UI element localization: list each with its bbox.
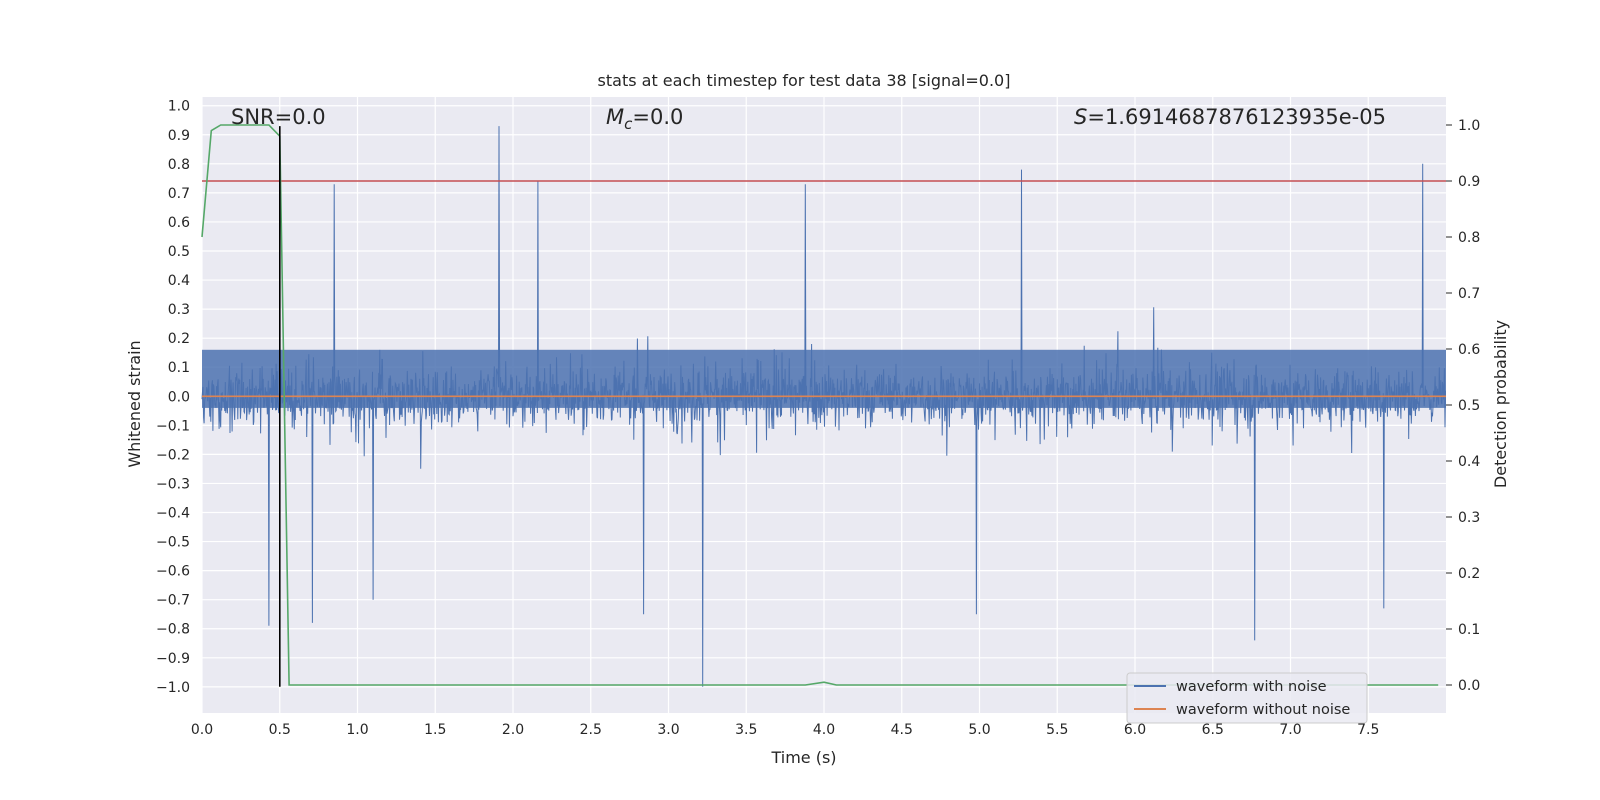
x-tick-label: 5.5 bbox=[1046, 722, 1068, 738]
y-axis-right: 1.0 0.9 0.8 0.7 0.6 0.5 0.4 0.3 0.2 0.1 0.0 bbox=[1446, 118, 1480, 694]
annotation-s: S=1.6914687876123935e-05 bbox=[1074, 105, 1386, 129]
y2-tick-label: 0.3 bbox=[1458, 510, 1480, 526]
x-tick-label: 6.0 bbox=[1124, 722, 1146, 738]
x-axis-label: Time (s) bbox=[770, 748, 836, 767]
x-tick-label: 3.5 bbox=[735, 722, 757, 738]
y-tick-label: 0.0 bbox=[168, 389, 190, 405]
y-tick-label: −0.3 bbox=[156, 476, 190, 492]
y2-axis-label: Detection probability bbox=[1491, 320, 1510, 488]
x-tick-label: 1.0 bbox=[346, 722, 368, 738]
y-tick-label: 1.0 bbox=[168, 99, 190, 115]
y-tick-label: −0.1 bbox=[156, 418, 190, 434]
y2-tick-label: 0.6 bbox=[1458, 342, 1480, 358]
annotation-chirp-mass: Mc=0.0 bbox=[606, 105, 683, 133]
y2-tick-label: 0.8 bbox=[1458, 230, 1480, 246]
y2-tick-label: 0.5 bbox=[1458, 398, 1480, 414]
y-tick-label: 0.6 bbox=[168, 215, 190, 231]
y-tick-label: −1.0 bbox=[156, 680, 190, 696]
y-tick-label: −0.9 bbox=[156, 651, 190, 667]
x-tick-label: 2.0 bbox=[502, 722, 524, 738]
waveform-noise-core bbox=[202, 349, 1446, 408]
y2-tick-label: 1.0 bbox=[1458, 118, 1480, 134]
x-tick-label: 4.5 bbox=[891, 722, 913, 738]
y-axis-label: Whitened strain bbox=[125, 340, 144, 467]
y-tick-label: −0.5 bbox=[156, 535, 190, 551]
chart-title: stats at each timestep for test data 38 … bbox=[598, 71, 1011, 90]
y2-tick-label: 0.4 bbox=[1458, 454, 1480, 470]
x-axis: 0.0 0.5 1.0 1.5 2.0 2.5 3.0 3.5 4.0 4.5 5.0 5.5 6.0 6… bbox=[191, 722, 1380, 738]
y-tick-label: 0.1 bbox=[168, 360, 190, 376]
y-tick-label: −0.7 bbox=[156, 593, 190, 609]
detection-probability-line bbox=[201, 124, 1439, 686]
y-tick-label: 0.2 bbox=[168, 331, 190, 347]
y-tick-label: 0.4 bbox=[168, 273, 190, 289]
y-tick-label: 0.5 bbox=[168, 244, 190, 260]
legend-label-clean: waveform without noise bbox=[1176, 702, 1350, 718]
x-tick-label: 7.5 bbox=[1357, 722, 1379, 738]
annotation-snr: SNR=0.0 bbox=[231, 105, 326, 129]
y-tick-label: 0.7 bbox=[168, 186, 190, 202]
legend: waveform with noise waveform without noi… bbox=[1126, 672, 1368, 724]
overlay-lines bbox=[201, 124, 1446, 687]
series-waveform-with-noise bbox=[201, 126, 1446, 687]
x-tick-label: 3.0 bbox=[657, 722, 679, 738]
y2-tick-label: 0.7 bbox=[1458, 286, 1480, 302]
x-tick-label: 6.5 bbox=[1202, 722, 1224, 738]
y-tick-label: 0.9 bbox=[168, 128, 190, 144]
x-tick-label: 1.5 bbox=[424, 722, 446, 738]
legend-label-noise: waveform with noise bbox=[1176, 679, 1327, 695]
y-axis-left: 1.0 0.9 0.8 0.7 0.6 0.5 0.4 0.3 0.2 0.1 0.0 −0.1 −0.… bbox=[156, 99, 190, 696]
x-tick-label: 7.0 bbox=[1279, 722, 1301, 738]
y-tick-label: −0.8 bbox=[156, 622, 190, 638]
y2-tick-label: 0.1 bbox=[1458, 622, 1480, 638]
y2-tick-label: 0.9 bbox=[1458, 174, 1480, 190]
x-tick-label: 0.5 bbox=[269, 722, 291, 738]
y-tick-label: −0.4 bbox=[156, 506, 190, 522]
y2-tick-label: 0.0 bbox=[1458, 678, 1480, 694]
y2-tick-label: 0.2 bbox=[1458, 566, 1480, 582]
legend-box bbox=[1126, 672, 1368, 724]
y-tick-label: −0.6 bbox=[156, 564, 190, 580]
y-tick-label: 0.8 bbox=[168, 157, 190, 173]
y-tick-label: 0.3 bbox=[168, 302, 190, 318]
x-tick-label: 4.0 bbox=[813, 722, 835, 738]
x-tick-label: 0.0 bbox=[191, 722, 213, 738]
x-tick-label: 5.0 bbox=[968, 722, 990, 738]
y-tick-label: −0.2 bbox=[156, 447, 190, 463]
x-tick-label: 2.5 bbox=[580, 722, 602, 738]
